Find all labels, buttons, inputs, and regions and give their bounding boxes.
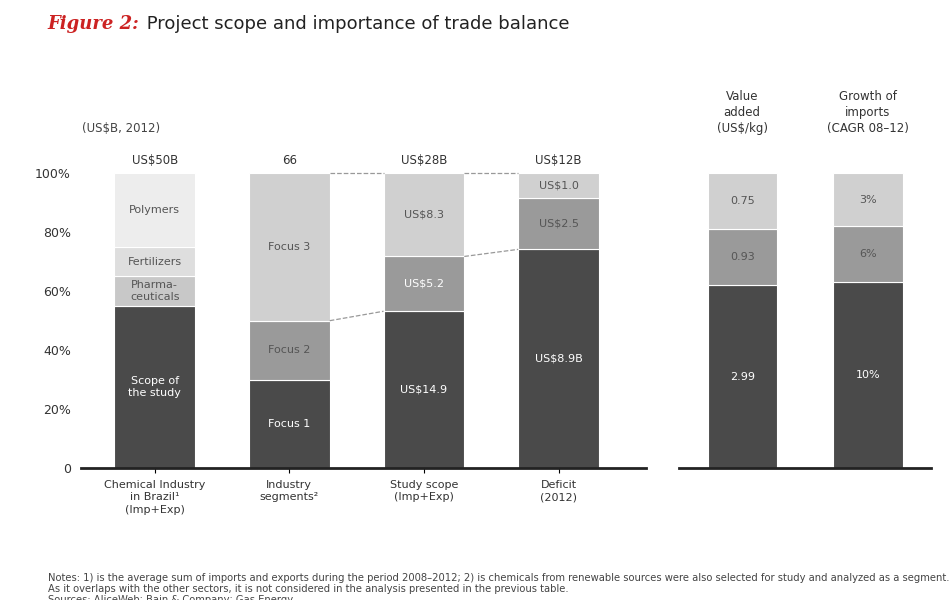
Text: 10%: 10% bbox=[856, 370, 881, 380]
Text: US$14.9: US$14.9 bbox=[400, 385, 447, 395]
Text: Sources: AliceWeb; Bain & Company; Gas Energy: Sources: AliceWeb; Bain & Company; Gas E… bbox=[48, 595, 293, 600]
Text: Notes: 1) is the average sum of imports and exports during the period 2008–2012;: Notes: 1) is the average sum of imports … bbox=[48, 573, 949, 583]
Text: Polymers: Polymers bbox=[129, 205, 180, 215]
Text: US$5.2: US$5.2 bbox=[404, 279, 444, 289]
Bar bbox=[708, 173, 777, 229]
Text: 3%: 3% bbox=[859, 195, 877, 205]
Bar bbox=[384, 173, 465, 256]
Text: Growth of
imports
(CAGR 08–12): Growth of imports (CAGR 08–12) bbox=[827, 90, 909, 135]
Text: 6%: 6% bbox=[859, 250, 877, 259]
Text: Focus 3: Focus 3 bbox=[268, 242, 311, 252]
Text: US$50B: US$50B bbox=[132, 154, 178, 167]
Bar bbox=[833, 283, 902, 468]
Bar bbox=[114, 247, 195, 277]
Text: Pharma-
ceuticals: Pharma- ceuticals bbox=[130, 280, 180, 302]
Bar bbox=[114, 173, 195, 247]
Text: US$2.5: US$2.5 bbox=[539, 218, 579, 229]
Text: 0.75: 0.75 bbox=[730, 196, 754, 206]
Text: US$12B: US$12B bbox=[535, 154, 581, 167]
Text: 2.99: 2.99 bbox=[730, 371, 754, 382]
Text: Value
added
(US$/kg): Value added (US$/kg) bbox=[716, 90, 768, 135]
Bar bbox=[249, 320, 330, 380]
Text: As it overlaps with the other sectors, it is not considered in the analysis pres: As it overlaps with the other sectors, i… bbox=[48, 584, 568, 594]
Text: Scope of
the study: Scope of the study bbox=[128, 376, 181, 398]
Bar bbox=[114, 277, 195, 306]
Bar bbox=[708, 229, 777, 286]
Bar bbox=[114, 306, 195, 468]
Bar bbox=[833, 173, 902, 226]
Bar bbox=[384, 311, 465, 468]
Text: 0.93: 0.93 bbox=[730, 253, 754, 262]
Bar bbox=[518, 173, 598, 198]
Text: 66: 66 bbox=[282, 154, 296, 167]
Bar bbox=[384, 256, 465, 311]
Text: Project scope and importance of trade balance: Project scope and importance of trade ba… bbox=[141, 15, 569, 33]
Bar bbox=[833, 226, 902, 283]
Bar bbox=[708, 286, 777, 468]
Bar bbox=[518, 250, 598, 468]
Text: US$1.0: US$1.0 bbox=[539, 181, 579, 191]
Bar bbox=[518, 198, 598, 250]
Bar bbox=[249, 173, 330, 320]
Text: Focus 1: Focus 1 bbox=[268, 419, 311, 429]
Text: Figure 2:: Figure 2: bbox=[48, 15, 140, 33]
Text: US$8.3: US$8.3 bbox=[404, 210, 444, 220]
Text: US$28B: US$28B bbox=[401, 154, 447, 167]
Text: (US$B, 2012): (US$B, 2012) bbox=[82, 122, 161, 135]
Text: Focus 2: Focus 2 bbox=[268, 345, 311, 355]
Bar bbox=[249, 380, 330, 468]
Text: Fertilizers: Fertilizers bbox=[127, 257, 181, 267]
Text: US$8.9B: US$8.9B bbox=[535, 353, 582, 364]
